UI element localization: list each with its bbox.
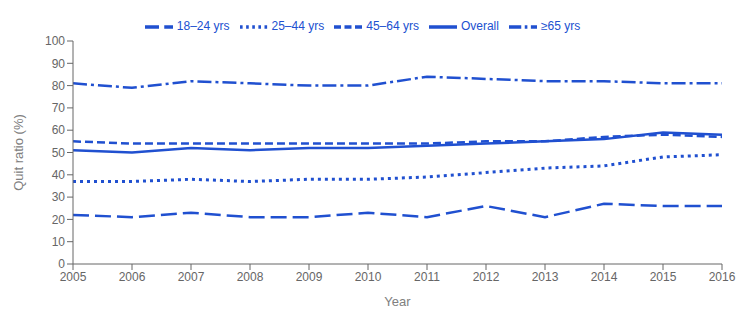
svg-text:70: 70 — [52, 101, 66, 115]
html-text:18–24 yrs: 18–24 yrs — [176, 19, 230, 34]
svg-text:2015: 2015 — [650, 270, 677, 284]
svg-text:2013: 2013 — [532, 270, 559, 284]
svg-text:10: 10 — [52, 235, 66, 249]
svg-text:2008: 2008 — [237, 270, 264, 284]
html-text:≥65 yrs: ≥65 yrs — [540, 19, 581, 34]
svg-text:40: 40 — [52, 168, 66, 182]
svg-text:80: 80 — [52, 79, 66, 93]
svg-text:30: 30 — [52, 190, 66, 204]
svg-text:2011: 2011 — [414, 270, 440, 284]
html-text:Overall: Overall — [460, 19, 499, 34]
svg-text:50: 50 — [52, 146, 66, 160]
svg-text:2016: 2016 — [709, 270, 736, 284]
svg-text:2012: 2012 — [473, 270, 500, 284]
svg-text:2007: 2007 — [178, 270, 205, 284]
svg-text:2006: 2006 — [119, 270, 146, 284]
html-text:25–44 yrs: 25–44 yrs — [271, 19, 325, 34]
svg-text:60: 60 — [52, 123, 66, 137]
svg-text:100: 100 — [45, 34, 65, 48]
html-text:45–64 yrs: 45–64 yrs — [366, 19, 419, 34]
svg-text:2005: 2005 — [60, 270, 87, 284]
svg-text:2009: 2009 — [296, 270, 323, 284]
svg-text:20: 20 — [52, 213, 66, 227]
svg-text:90: 90 — [52, 57, 66, 71]
svg-text:0: 0 — [58, 257, 65, 271]
svg-text:2010: 2010 — [355, 270, 382, 284]
svg-text:2014: 2014 — [591, 270, 618, 284]
svg-text:Year: Year — [384, 294, 411, 309]
svg-text:Quit ratio (%): Quit ratio (%) — [11, 114, 26, 191]
